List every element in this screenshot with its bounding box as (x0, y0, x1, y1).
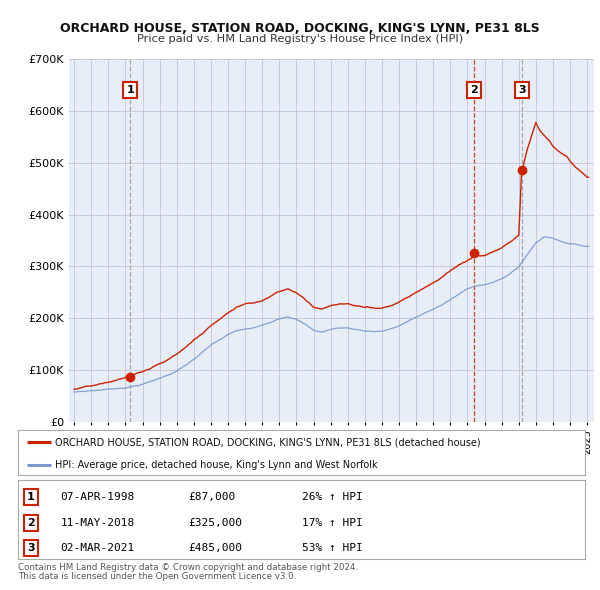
Text: 3: 3 (27, 543, 35, 553)
Text: 1: 1 (127, 85, 134, 95)
Text: 02-MAR-2021: 02-MAR-2021 (61, 543, 135, 553)
Text: 17% ↑ HPI: 17% ↑ HPI (302, 517, 362, 527)
Text: 3: 3 (518, 85, 526, 95)
Text: 2: 2 (470, 85, 478, 95)
Text: Contains HM Land Registry data © Crown copyright and database right 2024.: Contains HM Land Registry data © Crown c… (18, 563, 358, 572)
Text: 07-APR-1998: 07-APR-1998 (61, 492, 135, 502)
Text: HPI: Average price, detached house, King's Lynn and West Norfolk: HPI: Average price, detached house, King… (55, 460, 377, 470)
Text: 1: 1 (27, 492, 35, 502)
Text: Price paid vs. HM Land Registry's House Price Index (HPI): Price paid vs. HM Land Registry's House … (137, 34, 463, 44)
Text: £485,000: £485,000 (188, 543, 242, 553)
Text: ORCHARD HOUSE, STATION ROAD, DOCKING, KING'S LYNN, PE31 8LS: ORCHARD HOUSE, STATION ROAD, DOCKING, KI… (60, 22, 540, 35)
Text: 53% ↑ HPI: 53% ↑ HPI (302, 543, 362, 553)
Text: This data is licensed under the Open Government Licence v3.0.: This data is licensed under the Open Gov… (18, 572, 296, 581)
Text: 26% ↑ HPI: 26% ↑ HPI (302, 492, 362, 502)
Text: 2: 2 (27, 517, 35, 527)
Text: ORCHARD HOUSE, STATION ROAD, DOCKING, KING'S LYNN, PE31 8LS (detached house): ORCHARD HOUSE, STATION ROAD, DOCKING, KI… (55, 437, 481, 447)
Text: £87,000: £87,000 (188, 492, 235, 502)
Text: 11-MAY-2018: 11-MAY-2018 (61, 517, 135, 527)
Text: £325,000: £325,000 (188, 517, 242, 527)
